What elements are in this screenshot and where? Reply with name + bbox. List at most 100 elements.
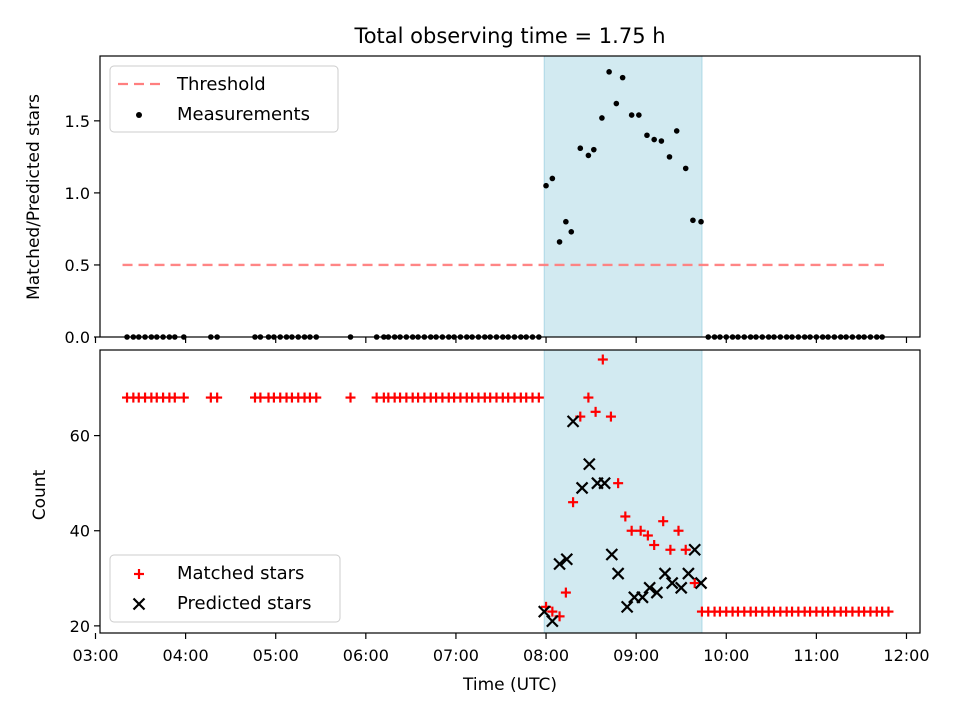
bottom-legend-box bbox=[109, 554, 341, 623]
matched-star-point bbox=[311, 392, 322, 403]
matched-stars-points bbox=[122, 354, 894, 622]
measurement-point bbox=[549, 175, 556, 182]
matched-star-point bbox=[212, 392, 223, 403]
bottom-plot-frame bbox=[99, 349, 921, 634]
top-y-axis-label: Matched/Predicted stars bbox=[24, 94, 44, 300]
measurement-point bbox=[690, 217, 696, 224]
matched-star-point bbox=[626, 525, 637, 536]
matched-star-point bbox=[597, 354, 608, 365]
top-legend-box bbox=[109, 65, 339, 133]
predicted-star-point bbox=[583, 457, 596, 471]
x-axis-label: Time (UTC) bbox=[462, 675, 557, 695]
top-y-ticks: 0.0 0.5 1.0 1.5 bbox=[65, 112, 100, 347]
predicted-star-point bbox=[665, 576, 679, 590]
measurement-point bbox=[543, 182, 549, 189]
matched-legend-swatch bbox=[134, 569, 144, 579]
predicted-star-point bbox=[620, 600, 634, 614]
matched-star-point bbox=[673, 525, 684, 536]
matched-legend-label: Matched stars bbox=[177, 563, 304, 584]
measurements-legend-label: Measurements bbox=[177, 104, 310, 125]
predicted-star-point bbox=[605, 548, 619, 561]
x-tick-label: 09:00 bbox=[613, 646, 659, 665]
measurement-point bbox=[651, 136, 657, 143]
measurement-point bbox=[591, 146, 597, 153]
matched-marker bbox=[134, 569, 144, 579]
matched-star-point bbox=[560, 587, 571, 598]
top-x-ticks bbox=[94, 337, 908, 343]
measurement-point bbox=[666, 154, 673, 160]
matched-star-point bbox=[613, 478, 624, 489]
matched-star-point bbox=[568, 497, 579, 508]
predicted-star-point bbox=[688, 543, 702, 557]
predicted-legend-swatch bbox=[132, 597, 146, 611]
matched-star-point bbox=[605, 411, 616, 422]
matched-star-point bbox=[649, 540, 660, 551]
matched-star-point bbox=[583, 392, 594, 403]
top-legend: Threshold Measurements bbox=[109, 65, 339, 133]
matched-star-point bbox=[883, 606, 894, 617]
x-tick-label: 04:00 bbox=[163, 646, 209, 665]
top-plot-frame bbox=[99, 55, 921, 338]
predicted-star-point bbox=[658, 567, 672, 580]
measurement-point bbox=[613, 100, 620, 107]
measurement-point bbox=[698, 218, 704, 225]
x-tick-label: 03:00 bbox=[72, 646, 118, 665]
predicted-stars-points bbox=[537, 415, 708, 628]
measurement-point bbox=[644, 132, 650, 139]
threshold-legend-label: Threshold bbox=[176, 74, 266, 95]
matched-star-point bbox=[680, 544, 691, 555]
measurement-point bbox=[577, 145, 584, 152]
matched-star-point bbox=[169, 392, 180, 403]
bottom-x-ticks: 03:00 04:00 05:00 06:00 07:00 08:00 09:00 10:00… bbox=[72, 633, 930, 665]
bottom-y-axis-label: Count bbox=[30, 469, 50, 520]
y-tick-label: 0.0 bbox=[65, 328, 90, 347]
matched-star-point bbox=[178, 392, 189, 403]
bottom-y-ticks: 20 40 60 bbox=[70, 427, 100, 636]
predicted-star-point bbox=[546, 614, 559, 628]
x-tick-label: 06:00 bbox=[343, 646, 389, 665]
measurement-point bbox=[673, 128, 680, 134]
measurement-point bbox=[585, 152, 592, 159]
y-tick-label: 20 bbox=[70, 617, 90, 636]
y-tick-label: 60 bbox=[70, 427, 90, 446]
measurement-point bbox=[568, 229, 575, 235]
predicted-star-point bbox=[682, 567, 695, 580]
matched-star-point bbox=[345, 392, 356, 403]
matched-star-point bbox=[658, 516, 669, 527]
measurement-point bbox=[658, 138, 665, 144]
predicted-star-point bbox=[674, 581, 688, 595]
matched-star-point bbox=[642, 530, 653, 541]
matched-star-point bbox=[635, 525, 646, 536]
x-tick-label: 07:00 bbox=[433, 646, 479, 665]
matched-star-point bbox=[547, 606, 558, 617]
measurement-point bbox=[606, 69, 612, 75]
measurement-point bbox=[619, 74, 626, 81]
y-tick-label: 1.5 bbox=[65, 112, 90, 131]
measurement-point bbox=[628, 112, 635, 118]
measurement-point bbox=[682, 165, 689, 172]
top-observing-window bbox=[543, 55, 703, 338]
matched-star-point bbox=[665, 544, 676, 555]
measurement-point bbox=[556, 239, 563, 245]
x-tick-label: 08:00 bbox=[523, 646, 569, 665]
x-tick-label: 12:00 bbox=[883, 646, 929, 665]
bottom-panel: 20 40 60 03:00 04:00 05:00 06:00 07:00 08:00 09:… bbox=[30, 349, 930, 665]
x-tick-label: 05:00 bbox=[253, 646, 299, 665]
predicted-star-point bbox=[553, 557, 566, 571]
matched-star-point bbox=[620, 511, 631, 522]
y-tick-label: 0.5 bbox=[65, 256, 90, 275]
x-tick-label: 11:00 bbox=[793, 646, 839, 665]
matched-star-point bbox=[590, 406, 601, 417]
measurements-legend-swatch bbox=[136, 112, 142, 118]
measurement-point bbox=[563, 218, 569, 225]
top-panel: 0.0 0.5 1.0 1.5 Matched/Predicted stars Thr… bbox=[24, 55, 921, 347]
predicted-marker bbox=[132, 597, 146, 611]
predicted-star-point bbox=[650, 586, 664, 599]
predicted-star-point bbox=[694, 576, 708, 590]
bottom-legend: Matched stars Predicted stars bbox=[109, 554, 341, 623]
predicted-star-point bbox=[598, 476, 611, 490]
predicted-star-point bbox=[636, 591, 649, 604]
y-tick-label: 1.0 bbox=[65, 184, 90, 203]
chart-title: Total observing time = 1.75 h bbox=[353, 24, 665, 48]
